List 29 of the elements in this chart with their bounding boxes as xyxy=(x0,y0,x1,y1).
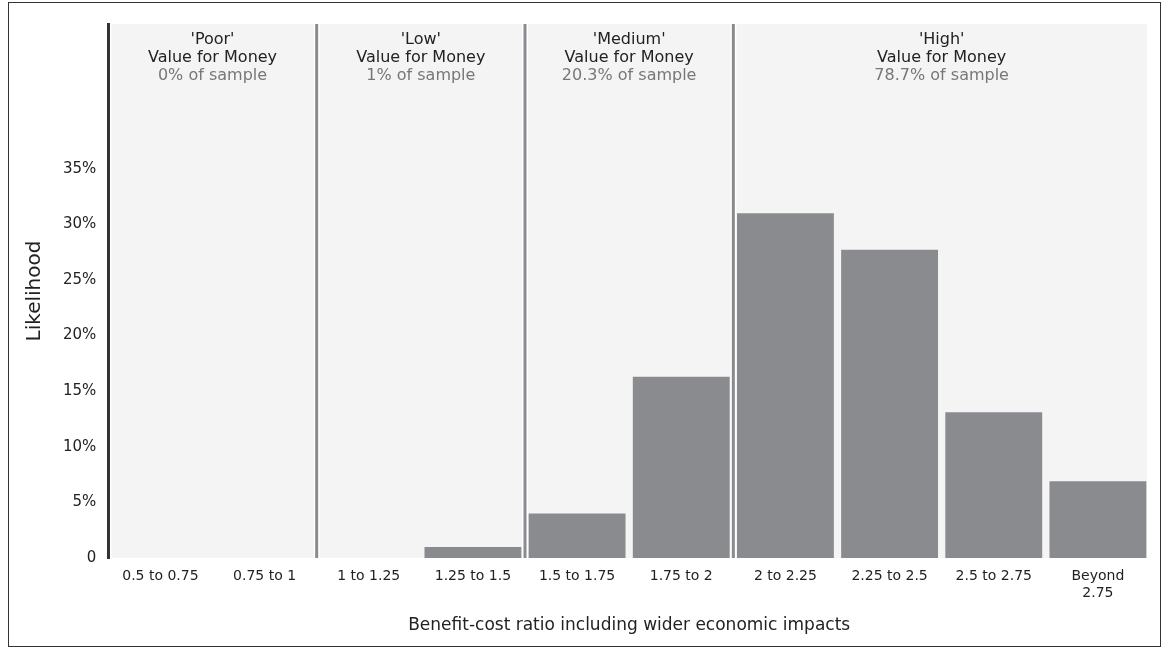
y-tick-label: 10% xyxy=(63,436,97,455)
x-tick-label: 1.75 to 2 xyxy=(649,567,713,584)
band-label: 'Medium' Value for Money 20.3% of sample xyxy=(561,29,697,85)
x-tick-label: 2.5 to 2.75 xyxy=(955,567,1032,584)
y-tick-label: 0 xyxy=(86,547,97,566)
band-label: 'Poor' Value for Money 0% of sample xyxy=(147,29,278,85)
y-tick-label: 25% xyxy=(63,269,97,288)
x-tick-label: 2.25 to 2.5 xyxy=(851,567,928,584)
x-tick-label: 0.75 to 1 xyxy=(233,567,297,584)
x-tick-label: 0.5 to 0.75 xyxy=(122,567,199,584)
y-tick-label: 30% xyxy=(63,214,97,233)
x-tick-label: Beyond 2.75 xyxy=(1071,567,1125,600)
bar xyxy=(841,249,939,558)
y-tick-label: 35% xyxy=(63,158,97,177)
bar xyxy=(945,412,1043,558)
band-label: 'Low' Value for Money 1% of sample xyxy=(356,29,486,85)
y-tick-label: 15% xyxy=(63,381,97,400)
bar xyxy=(1049,481,1147,558)
x-axis-title: Benefit-cost ratio including wider economic impacts xyxy=(408,614,851,635)
bar xyxy=(424,546,522,558)
x-tick-label: 1 to 1.25 xyxy=(337,567,401,584)
y-axis-title: Likelihood xyxy=(21,240,46,342)
y-tick-label: 5% xyxy=(72,492,97,511)
x-tick-label: 2 to 2.25 xyxy=(753,567,817,584)
band-label: 'High' Value for Money 78.7% of sample xyxy=(874,29,1009,85)
x-tick-label: 1.5 to 1.75 xyxy=(538,567,616,584)
y-tick-label: 20% xyxy=(63,325,97,344)
bar xyxy=(528,513,626,558)
x-tick-label: 1.25 to 1.5 xyxy=(434,567,512,584)
